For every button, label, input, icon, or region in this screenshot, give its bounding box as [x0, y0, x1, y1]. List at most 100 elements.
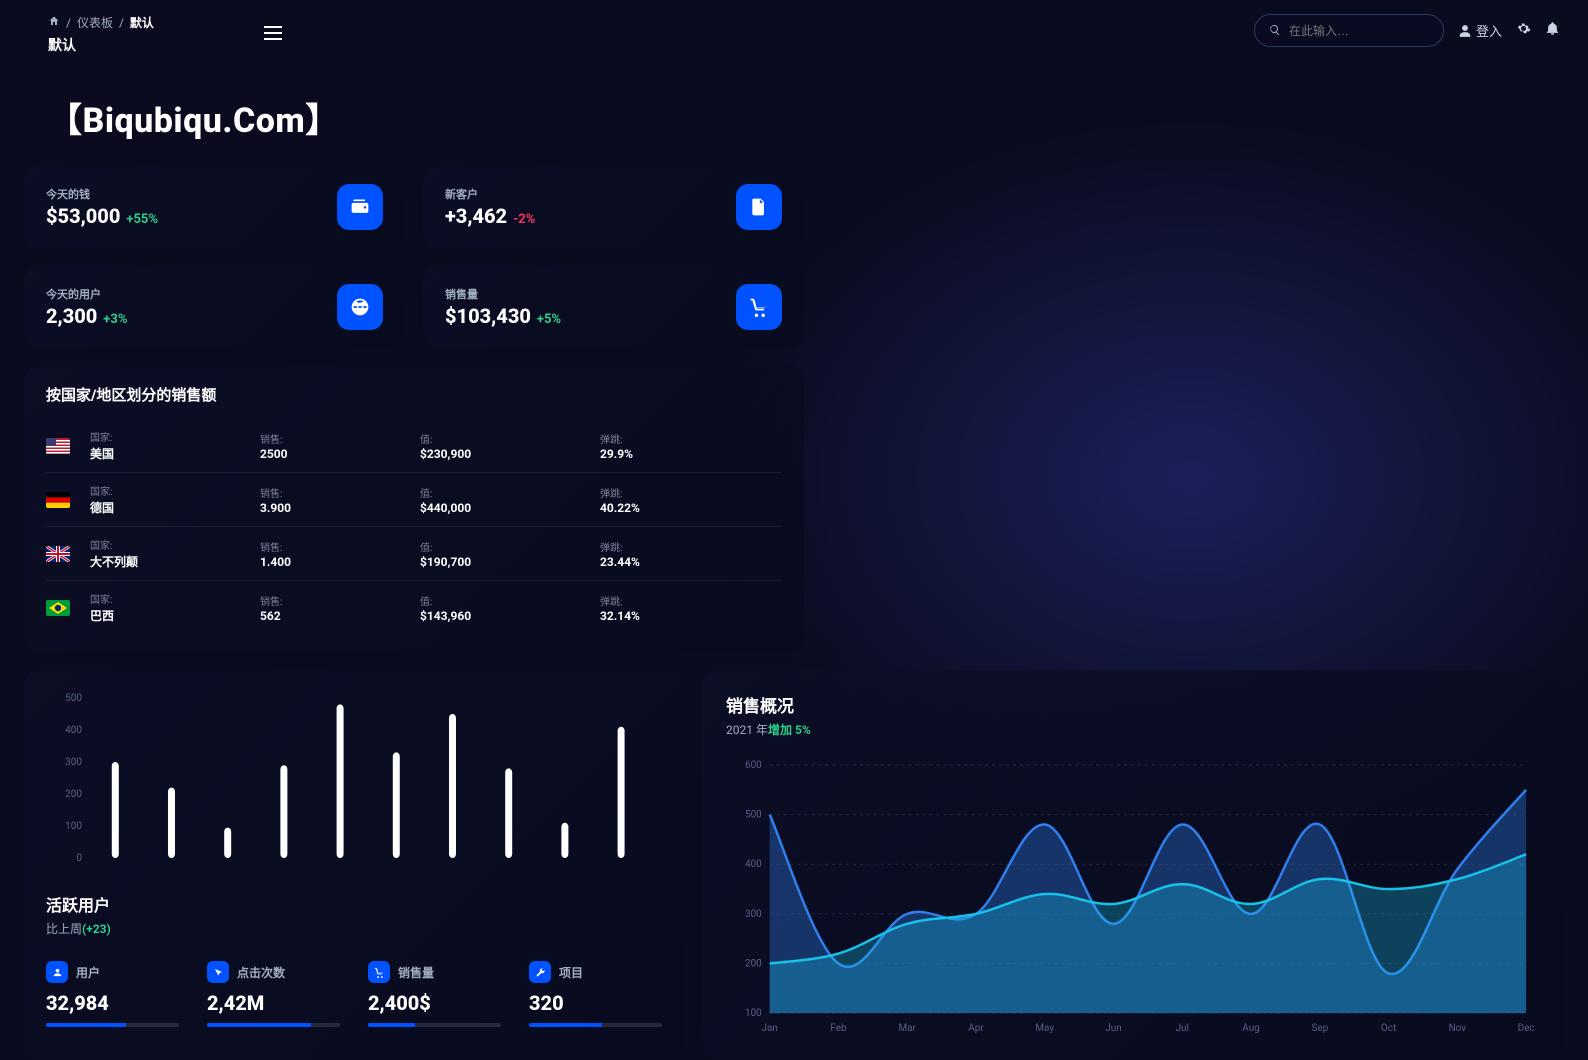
country-bounce: 32.14% — [600, 609, 782, 623]
svg-text:300: 300 — [745, 909, 762, 920]
svg-text:May: May — [1035, 1023, 1054, 1034]
pointer-icon — [207, 961, 229, 983]
active-users-bar-chart: 0100200300400500 — [46, 688, 662, 878]
country-sales: 1.400 — [260, 555, 420, 569]
metric: 销售量 2,400$ — [368, 961, 501, 1027]
hamburger-icon[interactable] — [264, 24, 282, 45]
home-icon[interactable] — [48, 15, 60, 30]
globe-icon — [337, 284, 383, 330]
country-sales: 562 — [260, 609, 420, 623]
table-row: 国家:美国销售:2500值:$230,900弹跳:29.9% — [46, 419, 782, 473]
svg-text:Dec: Dec — [1518, 1023, 1535, 1034]
metric-label: 项目 — [559, 964, 583, 981]
country-value: $230,900 — [420, 447, 600, 461]
stat-card: 今天的钱 $53,000 +55% — [24, 166, 405, 248]
stat-label: 销售量 — [445, 286, 561, 302]
svg-text:200: 200 — [65, 789, 82, 800]
sales-overview-title: 销售概况 — [726, 692, 1540, 717]
svg-text:Jul: Jul — [1176, 1023, 1189, 1034]
wrench-icon — [529, 961, 551, 983]
login-button[interactable]: 登入 — [1458, 21, 1502, 40]
metric-label: 销售量 — [398, 964, 434, 981]
table-row: 国家:巴西销售:562值:$143,960弹跳:32.14% — [46, 581, 782, 634]
stat-pct: +5% — [537, 312, 561, 327]
country-bounce: 29.9% — [600, 447, 782, 461]
svg-text:100: 100 — [65, 821, 82, 832]
country-name: 德国 — [90, 499, 260, 516]
sales-by-country-title: 按国家/地区划分的销售额 — [46, 384, 782, 405]
active-users-card: 0100200300400500 活跃用户 比上周(+23) 用户32,984点… — [24, 670, 684, 1060]
sales-overview-card: 销售概况 2021 年增加 5% 100 200 300 400 500 600 Jan Fe… — [702, 670, 1564, 1060]
stat-value: $103,430 — [445, 304, 531, 328]
stat-value: +3,462 — [445, 204, 507, 228]
svg-text:400: 400 — [65, 725, 82, 736]
metric-value: 2,400$ — [368, 991, 501, 1015]
metric: 项目 320 — [529, 961, 662, 1027]
metric-progress — [207, 1023, 340, 1027]
svg-text:Apr: Apr — [968, 1023, 984, 1034]
svg-text:400: 400 — [745, 859, 762, 870]
country-bounce: 40.22% — [600, 501, 782, 515]
country-sales: 2500 — [260, 447, 420, 461]
search-input-wrap[interactable] — [1254, 14, 1444, 47]
active-users-subtitle: 比上周(+23) — [46, 920, 662, 937]
svg-text:600: 600 — [745, 760, 762, 771]
file-icon — [736, 184, 782, 230]
metric-value: 320 — [529, 991, 662, 1015]
country-name: 美国 — [90, 445, 260, 462]
stat-grid: 今天的钱$53,000+55%新客户+3,462-2%今天的用户2,300+3%… — [24, 166, 804, 348]
flag-icon — [46, 600, 90, 616]
topbar: / 仪表板 / 默认 默认 登入 — [0, 0, 1588, 63]
search-input[interactable] — [1289, 24, 1429, 38]
svg-text:Nov: Nov — [1449, 1023, 1467, 1034]
table-row: 国家:德国销售:3.900值:$440,000弹跳:40.22% — [46, 473, 782, 527]
country-bounce: 23.44% — [600, 555, 782, 569]
flag-icon — [46, 438, 90, 454]
stat-label: 今天的用户 — [46, 286, 127, 302]
search-icon — [1269, 21, 1281, 40]
breadcrumb-dashboard[interactable]: 仪表板 — [77, 14, 113, 31]
metric-progress — [368, 1023, 501, 1027]
svg-text:Mar: Mar — [899, 1023, 917, 1034]
metric-label: 点击次数 — [237, 964, 285, 981]
svg-text:Feb: Feb — [830, 1023, 847, 1034]
country-name: 巴西 — [90, 607, 260, 624]
sales-overview-area-chart: 100 200 300 400 500 600 Jan Feb Mar Apr May Jun Jul A… — [726, 758, 1540, 1038]
table-row: 国家:大不列颠销售:1.400值:$190,700弹跳:23.44% — [46, 527, 782, 581]
stat-pct: +55% — [126, 212, 158, 227]
stat-pct: +3% — [103, 312, 127, 327]
stat-value: $53,000 — [46, 204, 120, 228]
svg-text:Jan: Jan — [762, 1023, 778, 1034]
stat-card: 销售量 $103,430 +5% — [423, 266, 804, 348]
svg-text:100: 100 — [745, 1008, 762, 1019]
flag-icon — [46, 492, 90, 508]
svg-text:Aug: Aug — [1242, 1023, 1259, 1034]
svg-text:Oct: Oct — [1381, 1023, 1396, 1034]
metric-value: 2,42M — [207, 991, 340, 1015]
stat-label: 今天的钱 — [46, 186, 158, 202]
active-users-title: 活跃用户 — [46, 892, 662, 916]
globe-visual — [822, 166, 1564, 652]
metric-progress — [46, 1023, 179, 1027]
svg-text:200: 200 — [745, 958, 762, 969]
svg-text:500: 500 — [65, 693, 82, 704]
metric-label: 用户 — [76, 964, 100, 981]
country-name: 大不列颠 — [90, 553, 260, 570]
svg-text:Sep: Sep — [1311, 1023, 1328, 1034]
sales-overview-subtitle: 2021 年增加 5% — [726, 721, 1540, 738]
svg-text:Jun: Jun — [1105, 1023, 1121, 1034]
cart-icon — [736, 284, 782, 330]
breadcrumb: / 仪表板 / 默认 默认 — [48, 14, 154, 55]
bell-icon[interactable] — [1545, 21, 1560, 40]
page-title: 【Biqubiqu.Com】 — [0, 63, 1588, 166]
metric: 用户32,984 — [46, 961, 179, 1027]
svg-text:500: 500 — [745, 810, 762, 821]
sales-by-country-card: 按国家/地区划分的销售额 国家:美国销售:2500值:$230,900弹跳:29… — [24, 366, 804, 652]
gear-icon[interactable] — [1516, 21, 1531, 40]
stat-pct: -2% — [513, 212, 535, 227]
breadcrumb-current: 默认 — [130, 14, 154, 31]
stat-value: 2,300 — [46, 304, 97, 328]
flag-icon — [46, 546, 90, 562]
svg-text:0: 0 — [76, 853, 82, 864]
stat-card: 今天的用户 2,300 +3% — [24, 266, 405, 348]
